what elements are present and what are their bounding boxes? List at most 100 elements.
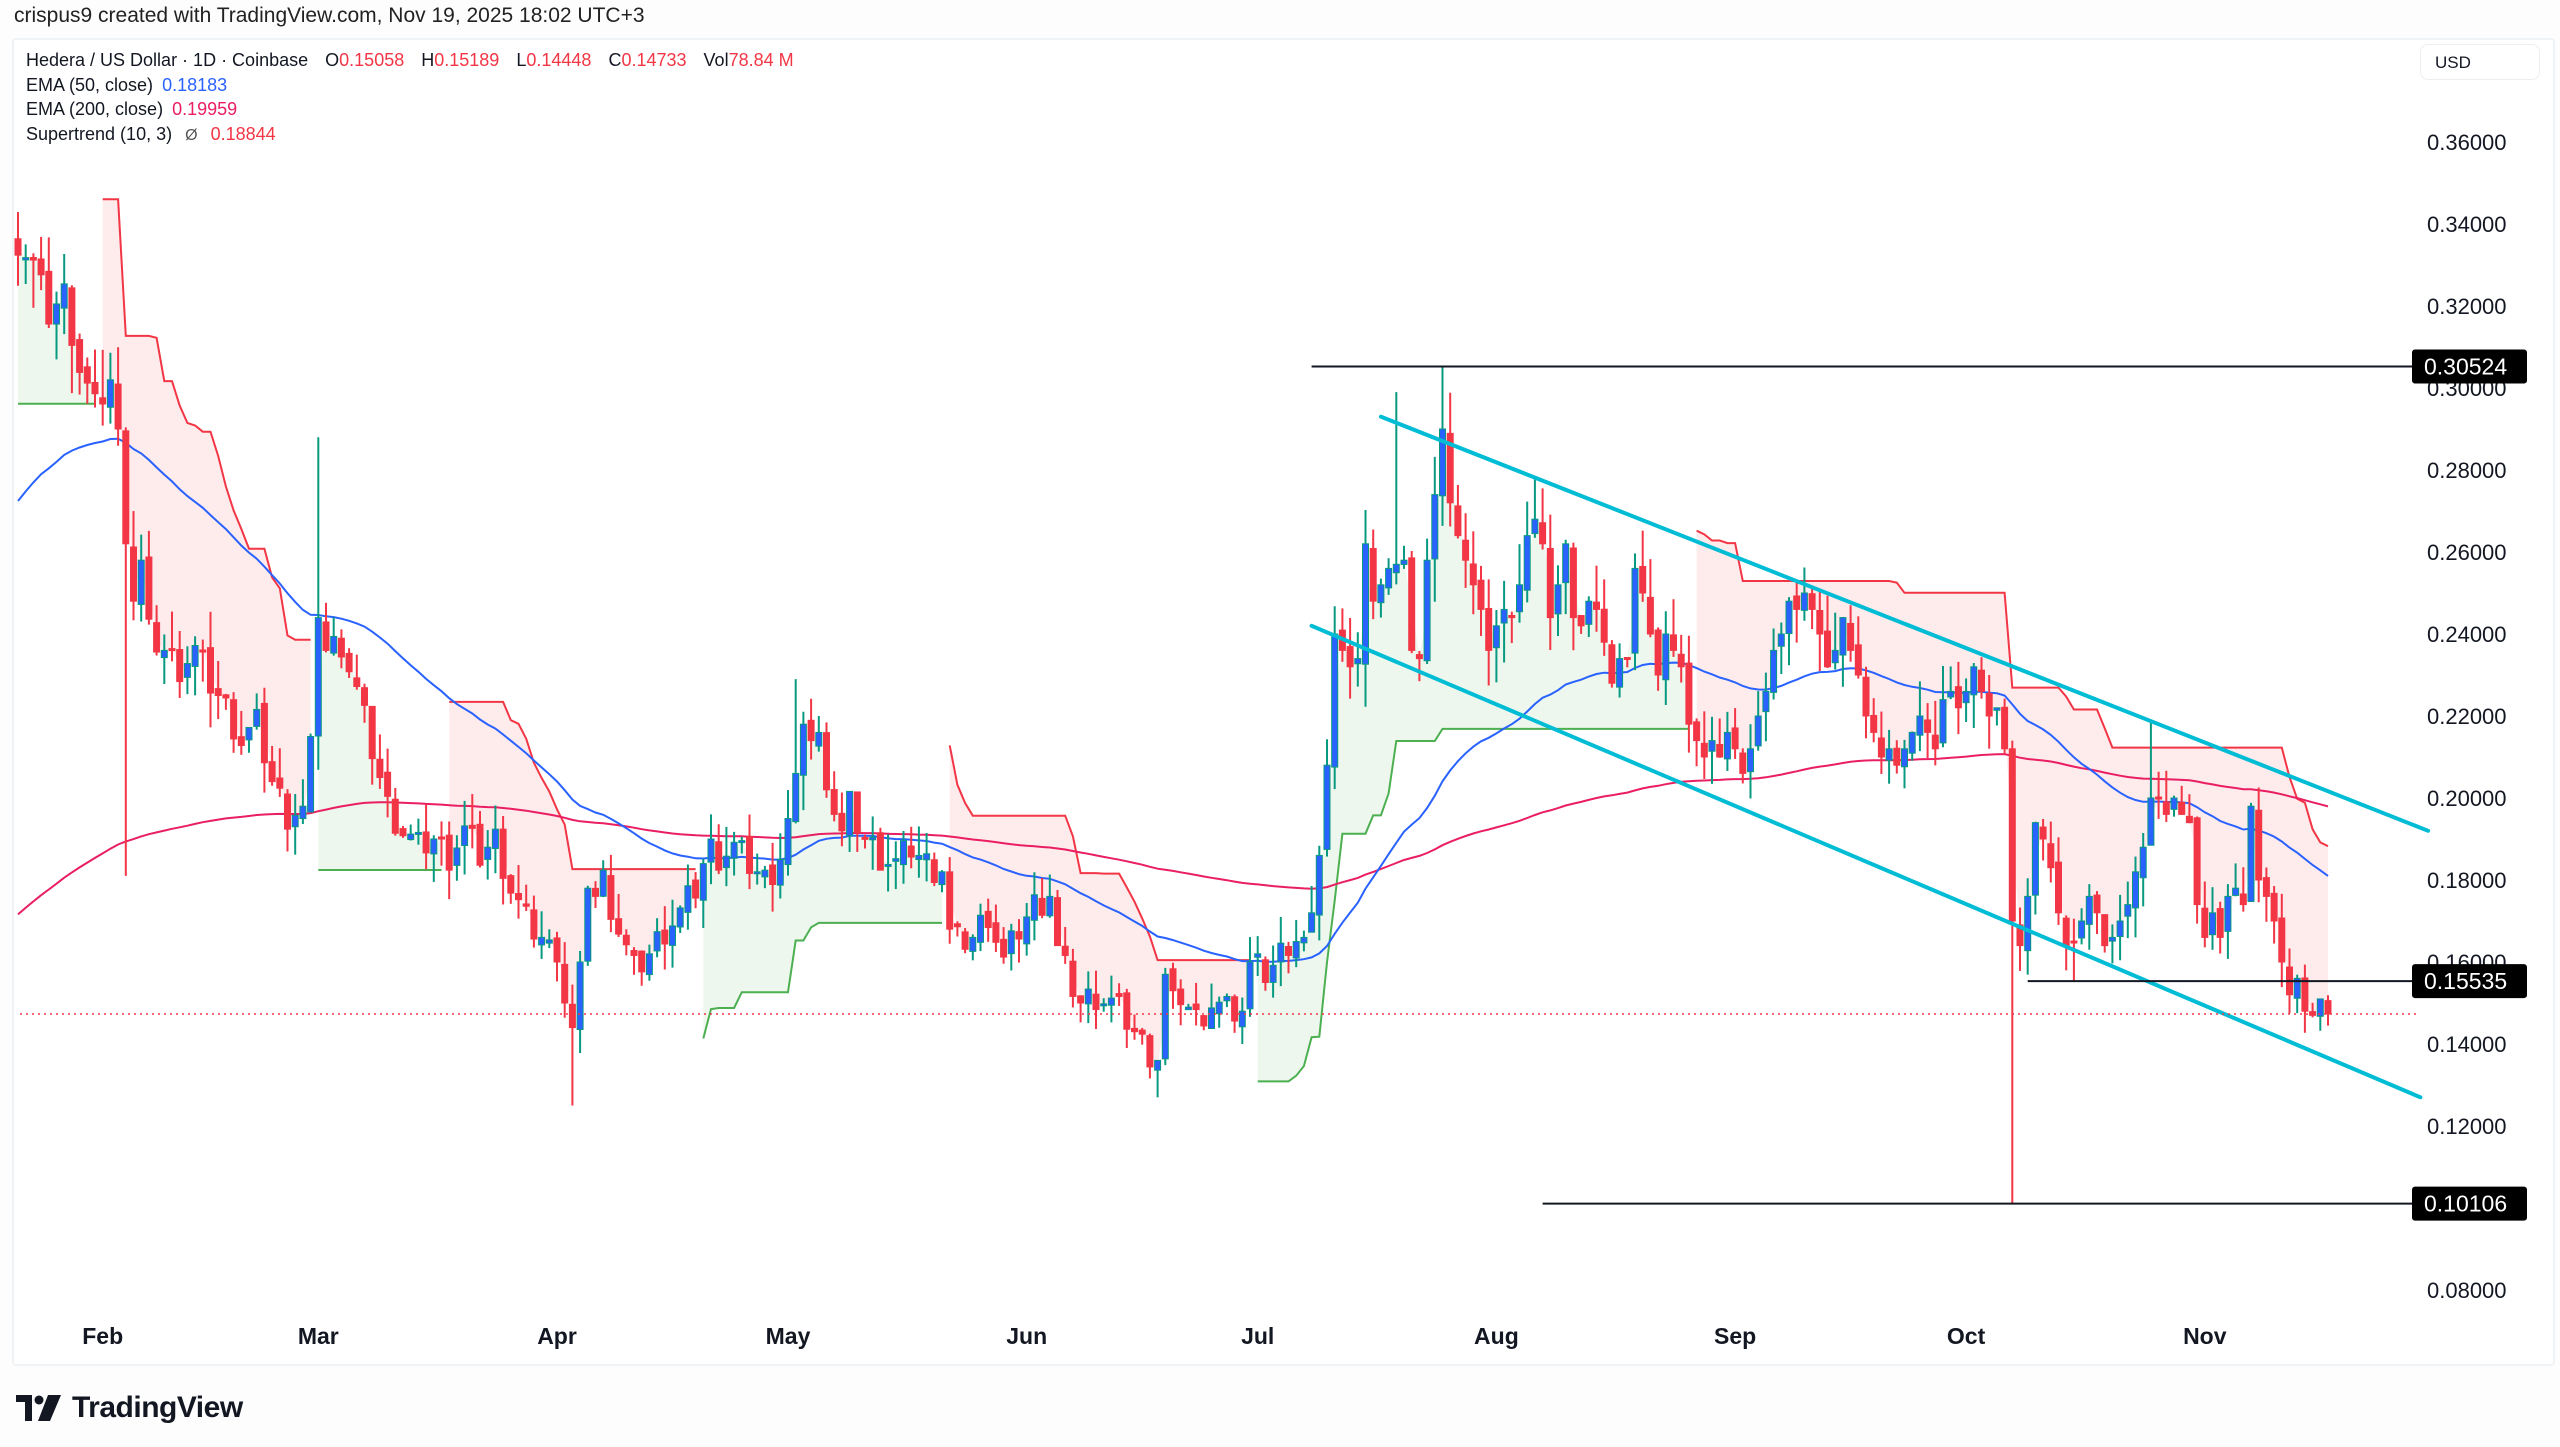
candle-body [1693, 721, 1701, 742]
candle [1408, 551, 1416, 654]
candle-body [1231, 996, 1239, 1022]
candle [337, 629, 345, 669]
candle [45, 237, 53, 329]
candle [1800, 567, 1808, 621]
candle [1785, 597, 1793, 666]
candles-layer [14, 212, 2332, 1204]
candle-body [99, 397, 107, 405]
candle [1531, 478, 1539, 538]
candle [1169, 962, 1177, 1009]
candle-body [2301, 977, 2309, 1012]
candle-body [1877, 737, 1885, 758]
candle [1023, 902, 1031, 956]
candle-body [14, 238, 22, 256]
candle-body [2170, 797, 2178, 810]
candle-body [715, 841, 723, 871]
candle-body [137, 559, 145, 605]
candle-body [1508, 614, 1516, 619]
candle-body [1747, 748, 1754, 773]
candle [461, 800, 469, 875]
candle-body [322, 621, 330, 651]
candle [638, 950, 646, 986]
candle [99, 349, 107, 426]
candle [322, 602, 330, 653]
candle-body [353, 677, 361, 687]
candle [1623, 656, 1631, 668]
candle [1677, 634, 1685, 683]
candle [653, 918, 661, 958]
candle-body [769, 864, 777, 886]
candle-body [2316, 998, 2324, 1017]
candle [769, 842, 777, 912]
chart-panel[interactable] [12, 38, 2555, 1366]
time-axis[interactable]: Feb Mar Apr May Jun Jul Aug Sep Oct Nov [82, 1323, 2226, 1349]
candle-body [907, 845, 915, 858]
candle [1485, 579, 1493, 686]
candle [946, 857, 954, 944]
candle-body [969, 936, 977, 952]
supertrend-row[interactable]: Supertrend (10, 3) Ø 0.18844 [26, 122, 794, 149]
candle-body [784, 818, 792, 866]
candle-body [1839, 617, 1847, 656]
candle-body [2293, 977, 2301, 999]
candle [453, 835, 461, 881]
candle [1539, 488, 1547, 550]
candle [1492, 610, 1500, 683]
candle-body [1739, 752, 1747, 774]
candle [1323, 739, 1331, 857]
candle-body [1007, 930, 1015, 955]
candle [1754, 691, 1762, 751]
month-tick-label: Apr [537, 1323, 577, 1349]
price-tick-label: 0.18000 [2427, 868, 2507, 893]
candle-body [2055, 861, 2062, 914]
candle-body [468, 824, 476, 829]
candle [122, 427, 130, 876]
candle [1061, 926, 1069, 964]
candle-body [915, 854, 923, 861]
ema200-row[interactable]: EMA (200, close) 0.19959 [26, 97, 794, 122]
candle-body [2001, 706, 2009, 750]
candle [1346, 618, 1354, 699]
candle-body [1947, 690, 1955, 698]
candle [2108, 924, 2116, 964]
candle [799, 711, 807, 811]
candle-body [2085, 895, 2093, 925]
candle [2147, 720, 2155, 846]
candle-body [1716, 743, 1724, 758]
candle [1431, 456, 1439, 602]
candle [368, 705, 376, 785]
candle-body [307, 736, 315, 813]
price-level-tag [2412, 349, 2527, 384]
currency-selector[interactable]: USD [2420, 44, 2540, 80]
candle [1131, 1014, 1138, 1040]
candle [992, 904, 1000, 952]
candle-body [1731, 727, 1739, 750]
candle-body [430, 838, 438, 855]
supertrend-layer [18, 198, 2329, 1083]
candle [2024, 878, 2032, 975]
candle [2239, 867, 2247, 912]
candle-body [222, 694, 230, 699]
month-tick-label: Sep [1714, 1323, 1756, 1349]
supertrend-up-line [702, 921, 942, 1039]
candle [1177, 979, 1185, 1026]
candle [307, 733, 315, 813]
candle [900, 831, 907, 884]
candle-body [1177, 988, 1185, 1006]
ema50-row[interactable]: EMA (50, close) 0.18183 [26, 73, 794, 98]
candle-body [1015, 931, 1023, 940]
price-axis[interactable]: 0.360000.340000.320000.300000.280000.260… [2412, 130, 2527, 1303]
candle [1238, 997, 1246, 1044]
candle [576, 951, 584, 1053]
supertrend-up-fill [703, 730, 942, 1039]
candle [1223, 993, 1231, 1008]
candle-body [2201, 907, 2209, 938]
candle-body [299, 805, 307, 820]
candle-body [1423, 559, 1431, 662]
symbol-title[interactable]: Hedera / US Dollar · 1D · Coinbase [26, 50, 309, 70]
candle [2016, 907, 2024, 971]
candle [1916, 681, 1924, 752]
candle-body [1539, 522, 1547, 545]
candle [1092, 970, 1100, 1029]
